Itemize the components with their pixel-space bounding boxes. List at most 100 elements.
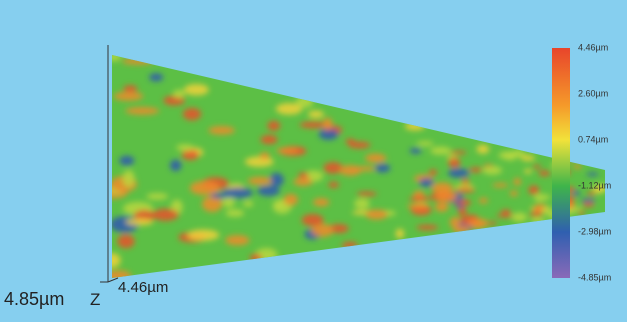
texture-blob bbox=[244, 156, 274, 168]
texture-blob bbox=[182, 107, 202, 121]
texture-blob bbox=[476, 144, 490, 154]
colorbar-tick-label: 2.60µm bbox=[578, 88, 608, 98]
texture-blob bbox=[259, 152, 270, 160]
texture-blob bbox=[428, 169, 438, 176]
texture-blob bbox=[457, 207, 467, 216]
texture-blob bbox=[112, 55, 122, 62]
texture-blob bbox=[339, 165, 362, 176]
texture-blob bbox=[513, 178, 522, 186]
texture-blob bbox=[416, 224, 439, 231]
texture-blob bbox=[578, 210, 585, 216]
texture-blob bbox=[122, 169, 135, 188]
texture-blob bbox=[125, 107, 160, 115]
texture-blob bbox=[149, 73, 164, 82]
texture-blob bbox=[431, 182, 453, 194]
texture-blob bbox=[573, 164, 582, 170]
texture-blob bbox=[409, 148, 422, 154]
colorbar-tick-label: 0.74µm bbox=[578, 134, 608, 144]
texture-blob bbox=[301, 213, 324, 227]
texture-blob bbox=[496, 213, 515, 218]
texture-blob bbox=[283, 193, 299, 206]
texture-blob bbox=[455, 204, 465, 209]
texture-blob bbox=[293, 177, 313, 187]
texture-blob bbox=[225, 235, 250, 246]
texture-blob bbox=[247, 176, 273, 185]
texture-blob bbox=[528, 185, 540, 195]
texture-blob bbox=[482, 165, 502, 175]
texture-blob bbox=[276, 147, 299, 154]
left-axis-label: 4.85µm bbox=[4, 289, 64, 309]
texture-blob bbox=[520, 155, 536, 161]
colorbar-tick-label: -2.98µm bbox=[578, 226, 611, 236]
texture-blob bbox=[243, 200, 254, 207]
texture-blob bbox=[492, 183, 509, 188]
texture-blob bbox=[448, 157, 461, 168]
texture-blob bbox=[328, 181, 340, 188]
texture-blob bbox=[593, 185, 605, 194]
texture-blob bbox=[454, 187, 476, 193]
texture-blob bbox=[223, 187, 253, 199]
texture-blob bbox=[538, 170, 551, 177]
texture-blob bbox=[529, 212, 543, 217]
texture-blob bbox=[123, 85, 138, 93]
texture-blob bbox=[534, 193, 545, 202]
texture-blob bbox=[365, 153, 387, 163]
texture-blob bbox=[176, 144, 194, 152]
colorbar-tick-label: -1.12µm bbox=[578, 180, 611, 190]
texture-blob bbox=[312, 198, 330, 207]
texture-blob bbox=[447, 168, 470, 178]
texture-blob bbox=[541, 205, 553, 216]
texture-blob bbox=[356, 191, 377, 197]
texture-blob bbox=[299, 121, 328, 129]
z-axis-label: Z bbox=[90, 290, 100, 309]
texture-blob bbox=[189, 180, 220, 196]
texture-blob bbox=[201, 196, 223, 213]
texture-blob bbox=[530, 217, 547, 224]
texture-blob bbox=[341, 241, 358, 249]
texture-blob bbox=[323, 162, 343, 174]
texture-blob bbox=[187, 229, 220, 241]
texture-blob bbox=[112, 270, 132, 278]
texture-blob bbox=[275, 103, 303, 115]
texture-blob bbox=[354, 198, 370, 209]
texture-blob bbox=[146, 193, 169, 200]
texture-blob bbox=[260, 134, 278, 145]
texture-blob bbox=[121, 58, 154, 65]
texture-blob bbox=[419, 178, 434, 187]
texture-blob bbox=[587, 191, 596, 196]
texture-blob bbox=[395, 228, 405, 239]
texture-blob bbox=[407, 203, 430, 209]
texture-blob bbox=[348, 141, 371, 149]
texture-blob bbox=[210, 192, 230, 199]
texture-blob bbox=[183, 83, 209, 96]
texture-blob bbox=[511, 212, 528, 223]
texture-blob bbox=[257, 185, 280, 197]
texture-blob bbox=[318, 128, 339, 140]
texture-blob bbox=[311, 223, 334, 237]
texture-blob bbox=[117, 234, 135, 249]
texture-blob bbox=[375, 163, 391, 173]
colorbar bbox=[552, 48, 570, 278]
colorbar-tick-label: -4.85µm bbox=[578, 272, 611, 282]
colorbar-labels: 4.46µm 2.60µm 0.74µm -1.12µm -2.98µm -4.85µm bbox=[578, 42, 611, 282]
texture-blob bbox=[113, 91, 144, 101]
texture-blob bbox=[365, 209, 388, 220]
texture-blob bbox=[172, 89, 186, 99]
texture-blob bbox=[582, 202, 595, 208]
texture-blob bbox=[487, 221, 498, 226]
texture-blob bbox=[532, 164, 541, 169]
texture-blob bbox=[404, 122, 425, 131]
texture-blob bbox=[523, 169, 532, 174]
x-axis bbox=[107, 277, 119, 283]
texture-blob bbox=[269, 172, 284, 187]
texture-blob bbox=[434, 202, 449, 212]
texture-blob bbox=[181, 149, 199, 161]
texture-blob bbox=[511, 149, 526, 158]
texture-blob bbox=[500, 209, 511, 215]
bottom-axis-label: 4.46µm bbox=[118, 279, 168, 296]
texture-blob bbox=[267, 120, 281, 131]
texture-blob bbox=[450, 150, 467, 155]
colorbar-tick-label: 4.46µm bbox=[578, 42, 608, 52]
texture-blob bbox=[478, 197, 489, 204]
